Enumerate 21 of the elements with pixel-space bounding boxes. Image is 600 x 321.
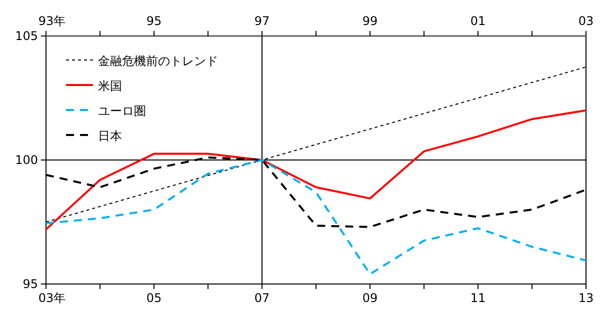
legend-label: 米国 [98,79,122,93]
xtick: 99 [362,14,378,28]
xtick: 13 [578,291,594,305]
xtick: 07 [254,291,270,305]
legend-label: ユーロ圏 [98,104,146,118]
xtick: 93 [38,14,54,28]
xtick: 95 [146,14,162,28]
ytick: 105 [15,29,38,43]
legend-label: 金融危機前のトレンド [98,54,218,68]
annotation: 年 [54,14,66,28]
legend-label: 日本 [98,129,122,143]
annotation: 年 [54,291,66,305]
xtick: 03 [38,291,54,305]
xtick: 05 [146,291,162,305]
xtick: 11 [470,291,486,305]
xtick: 01 [470,14,486,28]
ytick: 100 [15,153,38,167]
xtick: 97 [254,14,270,28]
xtick: 09 [362,291,378,305]
xtick: 03 [578,14,594,28]
ytick: 95 [22,277,38,291]
